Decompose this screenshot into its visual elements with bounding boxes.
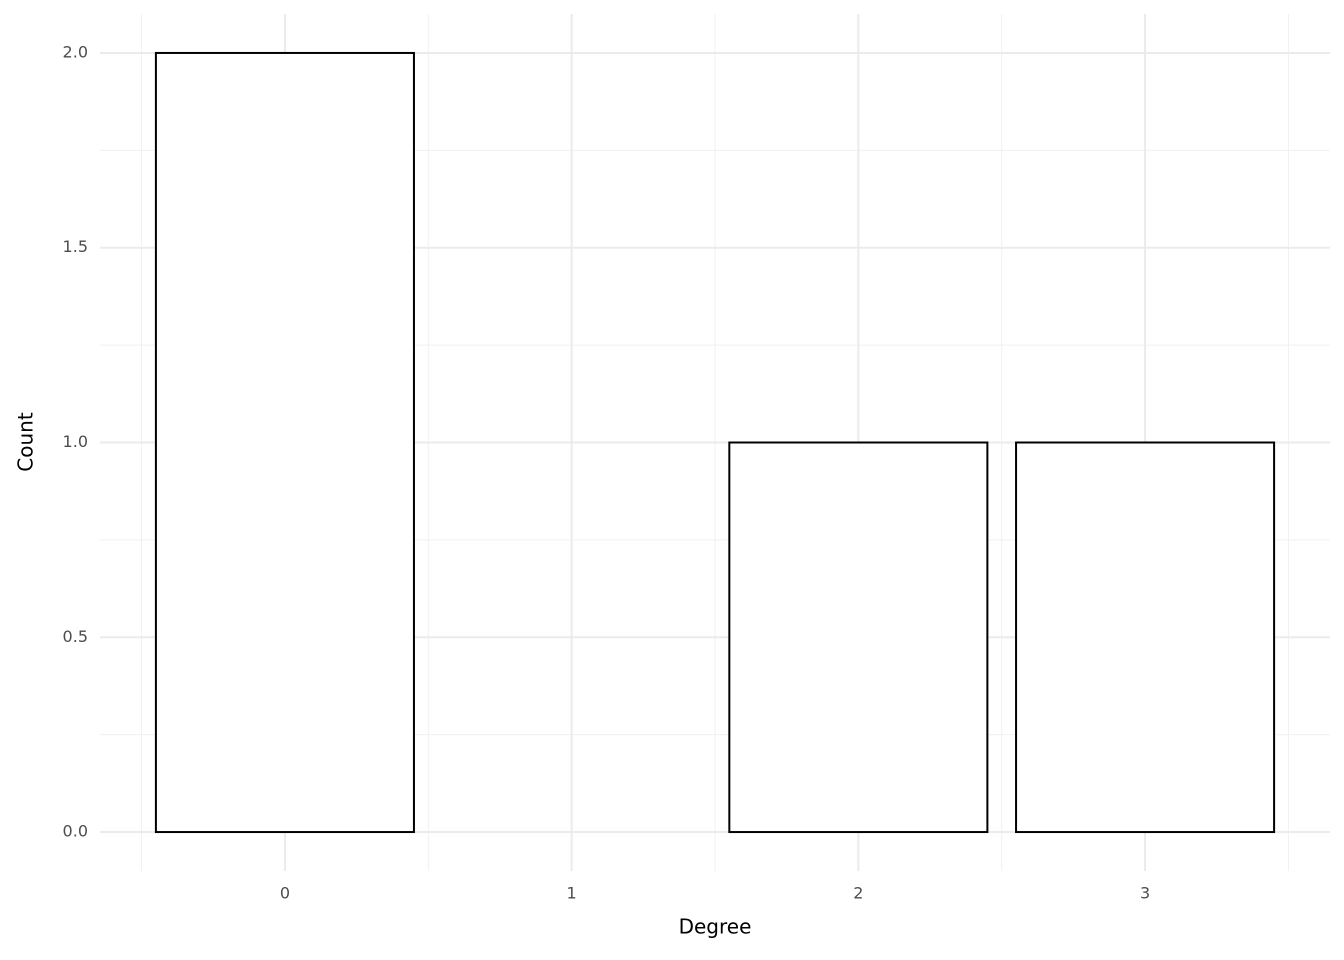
- y-tick-label: 2.0: [63, 42, 88, 61]
- x-tick-label: 1: [567, 884, 577, 903]
- x-tick-label: 2: [853, 884, 863, 903]
- y-axis-title: Count: [14, 412, 38, 472]
- bar: [728, 441, 989, 834]
- y-tick-label: 0.5: [63, 627, 88, 646]
- x-tick-label: 0: [280, 884, 290, 903]
- y-tick-label: 1.5: [63, 237, 88, 256]
- x-axis-title: Degree: [679, 915, 752, 939]
- bar: [154, 51, 415, 834]
- bar: [1015, 441, 1276, 834]
- y-tick-label: 1.0: [63, 432, 88, 451]
- y-tick-label: 0.0: [63, 822, 88, 841]
- x-tick-label: 3: [1140, 884, 1150, 903]
